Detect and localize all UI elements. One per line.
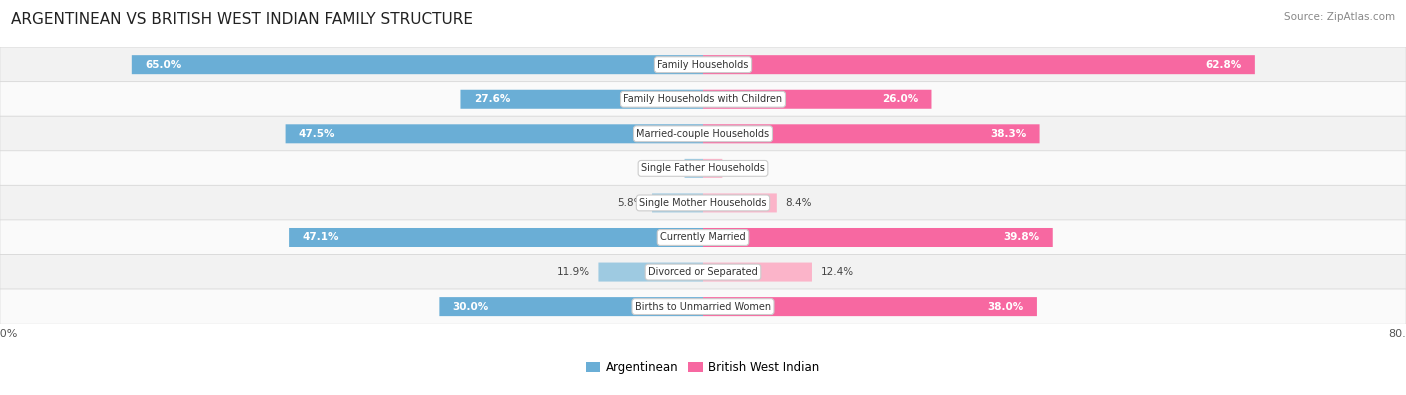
FancyBboxPatch shape — [599, 263, 703, 282]
Text: 62.8%: 62.8% — [1205, 60, 1241, 70]
FancyBboxPatch shape — [0, 220, 1406, 255]
FancyBboxPatch shape — [703, 90, 932, 109]
FancyBboxPatch shape — [0, 254, 1406, 290]
Text: 47.1%: 47.1% — [302, 233, 339, 243]
Text: Single Father Households: Single Father Households — [641, 164, 765, 173]
Text: 12.4%: 12.4% — [821, 267, 853, 277]
FancyBboxPatch shape — [652, 194, 703, 213]
Legend: Argentinean, British West Indian: Argentinean, British West Indian — [582, 356, 824, 379]
Text: Family Households with Children: Family Households with Children — [623, 94, 783, 104]
FancyBboxPatch shape — [0, 289, 1406, 324]
FancyBboxPatch shape — [285, 124, 703, 143]
FancyBboxPatch shape — [0, 116, 1406, 151]
Text: Divorced or Separated: Divorced or Separated — [648, 267, 758, 277]
Text: 39.8%: 39.8% — [1004, 233, 1039, 243]
Text: Currently Married: Currently Married — [661, 233, 745, 243]
Text: 38.0%: 38.0% — [987, 302, 1024, 312]
FancyBboxPatch shape — [0, 47, 1406, 82]
Text: 2.2%: 2.2% — [731, 164, 758, 173]
Text: 11.9%: 11.9% — [557, 267, 589, 277]
FancyBboxPatch shape — [703, 297, 1038, 316]
FancyBboxPatch shape — [703, 228, 1053, 247]
Text: 38.3%: 38.3% — [990, 129, 1026, 139]
FancyBboxPatch shape — [132, 55, 703, 74]
FancyBboxPatch shape — [439, 297, 703, 316]
FancyBboxPatch shape — [461, 90, 703, 109]
Text: 8.4%: 8.4% — [786, 198, 813, 208]
Text: 5.8%: 5.8% — [617, 198, 644, 208]
Text: Family Households: Family Households — [658, 60, 748, 70]
Text: 47.5%: 47.5% — [299, 129, 335, 139]
Text: 2.1%: 2.1% — [650, 164, 676, 173]
FancyBboxPatch shape — [290, 228, 703, 247]
FancyBboxPatch shape — [0, 151, 1406, 186]
Text: Source: ZipAtlas.com: Source: ZipAtlas.com — [1284, 12, 1395, 22]
FancyBboxPatch shape — [703, 159, 723, 178]
Text: 26.0%: 26.0% — [882, 94, 918, 104]
FancyBboxPatch shape — [703, 55, 1256, 74]
Text: 27.6%: 27.6% — [474, 94, 510, 104]
FancyBboxPatch shape — [703, 263, 813, 282]
Text: 65.0%: 65.0% — [145, 60, 181, 70]
Text: 30.0%: 30.0% — [453, 302, 489, 312]
Text: Single Mother Households: Single Mother Households — [640, 198, 766, 208]
FancyBboxPatch shape — [685, 159, 703, 178]
FancyBboxPatch shape — [0, 82, 1406, 117]
Text: Births to Unmarried Women: Births to Unmarried Women — [636, 302, 770, 312]
FancyBboxPatch shape — [703, 124, 1039, 143]
Text: Married-couple Households: Married-couple Households — [637, 129, 769, 139]
FancyBboxPatch shape — [0, 185, 1406, 220]
Text: ARGENTINEAN VS BRITISH WEST INDIAN FAMILY STRUCTURE: ARGENTINEAN VS BRITISH WEST INDIAN FAMIL… — [11, 12, 474, 27]
FancyBboxPatch shape — [703, 194, 778, 213]
